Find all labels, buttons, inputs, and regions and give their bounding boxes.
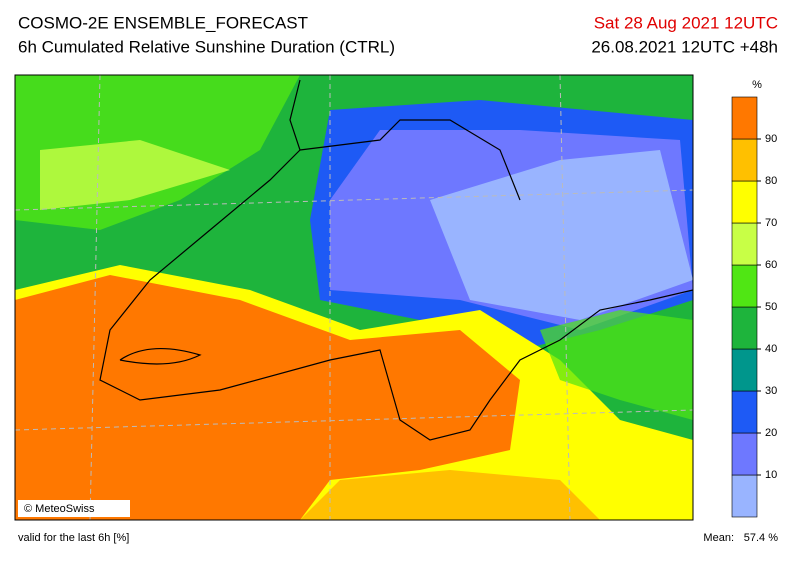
colorbar-segment bbox=[731, 348, 758, 392]
field bbox=[300, 470, 600, 520]
colorbar-tick-label: 30 bbox=[765, 385, 777, 397]
map: © MeteoSwiss bbox=[14, 74, 694, 521]
mean-value: 57.4 % bbox=[744, 532, 778, 544]
field bbox=[430, 150, 693, 320]
field bbox=[540, 310, 693, 420]
colorbar-unit: % bbox=[752, 79, 762, 91]
valid-time: Sat 28 Aug 2021 12UTC bbox=[594, 13, 778, 32]
colorbar-segment bbox=[731, 96, 758, 140]
colorbar-segment bbox=[731, 306, 758, 350]
colorbar-tick-label: 90 bbox=[765, 133, 777, 145]
map-frame bbox=[14, 74, 694, 521]
colorbar-tick-label: 60 bbox=[765, 259, 777, 271]
colorbar-segment bbox=[731, 264, 758, 308]
colorbar-segment bbox=[731, 390, 758, 434]
colorbar-segment bbox=[731, 180, 758, 224]
field bbox=[15, 275, 520, 520]
colorbar-segment bbox=[731, 474, 758, 518]
colorbar-tick-label: 40 bbox=[765, 343, 777, 355]
field bbox=[40, 140, 230, 210]
colorbar-segment bbox=[731, 138, 758, 182]
borders bbox=[99, 79, 693, 441]
colorbar-segment bbox=[731, 222, 758, 266]
colorbar-tick-label: 70 bbox=[765, 217, 777, 229]
footer-note: valid for the last 6h [%] bbox=[18, 532, 129, 544]
colorbar-tick-label: 80 bbox=[765, 175, 777, 187]
colorbar-tick-label: 10 bbox=[765, 469, 777, 481]
subtitle: 6h Cumulated Relative Sunshine Duration … bbox=[18, 37, 395, 56]
colorbar-segment bbox=[731, 432, 758, 476]
colorbar: % 10 20 30 40 50 60 70 80 90 bbox=[731, 79, 777, 518]
title: COSMO-2E ENSEMBLE_FORECAST bbox=[18, 13, 308, 32]
colorbar-tick-label: 20 bbox=[765, 427, 777, 439]
credit-box bbox=[18, 500, 130, 517]
credit: © MeteoSwiss bbox=[24, 503, 95, 515]
colorbar-tick-label: 50 bbox=[765, 301, 777, 313]
mean-label: Mean: bbox=[703, 532, 734, 544]
run-time: 26.08.2021 12UTC +48h bbox=[591, 37, 778, 56]
